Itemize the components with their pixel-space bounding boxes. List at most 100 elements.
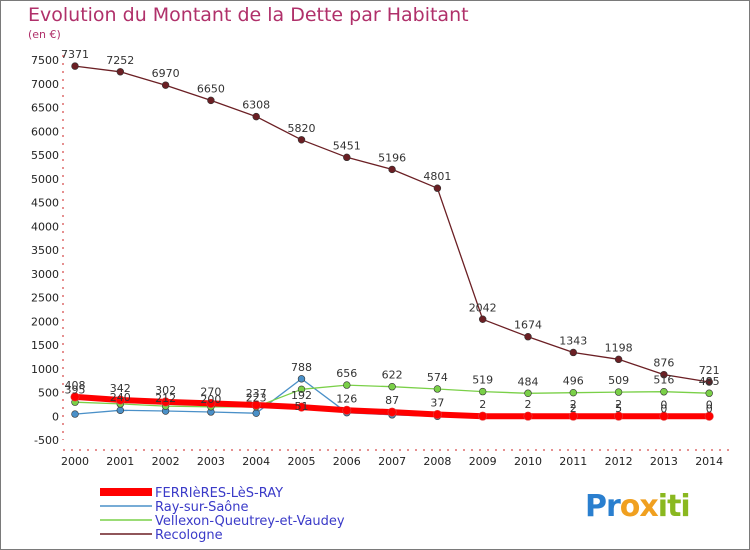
data-label: 200 (200, 393, 221, 406)
x-tick-label: 2008 (423, 455, 451, 468)
data-point (388, 383, 396, 391)
data-point (161, 397, 171, 407)
data-label: 7371 (61, 48, 89, 61)
data-point (433, 385, 442, 393)
data-label: 574 (427, 371, 448, 384)
chart-axes: -500050010001500200025003000350040004500… (31, 54, 730, 468)
data-point (568, 411, 578, 421)
data-point (342, 405, 352, 415)
data-point (387, 407, 397, 417)
data-point (614, 355, 623, 364)
y-tick-label: 6500 (31, 102, 59, 115)
x-tick-label: 2013 (650, 455, 678, 468)
data-label: 519 (472, 374, 493, 387)
data-point (479, 315, 487, 323)
data-label: 223 (246, 392, 267, 405)
x-tick-label: 2014 (695, 455, 723, 468)
data-label: 6970 (152, 67, 180, 80)
data-label: 0 (660, 398, 667, 411)
y-tick-label: 1500 (31, 339, 59, 352)
legend-label: FERRIèRES-LèS-RAY (155, 486, 283, 501)
x-tick-label: 2002 (152, 455, 180, 468)
data-label: 622 (382, 369, 403, 382)
data-label: 126 (336, 392, 357, 405)
x-tick-label: 2006 (333, 455, 361, 468)
data-point (524, 389, 532, 397)
data-label: 5451 (333, 139, 361, 152)
x-tick-label: 2005 (288, 455, 316, 468)
data-label: 212 (155, 392, 176, 405)
logo-letter: t (667, 489, 681, 524)
x-tick-label: 2000 (61, 455, 89, 468)
data-point (116, 406, 125, 415)
data-label: 496 (563, 375, 584, 388)
data-point (71, 410, 79, 418)
data-point (296, 402, 306, 412)
logo-letter: P (585, 489, 607, 524)
logo-letter: i (680, 489, 690, 524)
data-point (251, 400, 261, 410)
data-label: 192 (291, 389, 312, 402)
data-point (614, 388, 623, 396)
y-tick-label: 4500 (31, 197, 59, 210)
x-tick-label: 2004 (242, 455, 270, 468)
logo-letter: i (657, 489, 668, 524)
y-tick-label: 3500 (31, 244, 59, 257)
data-label: 51 (295, 400, 309, 413)
data-point (70, 392, 80, 402)
y-tick-label: 1000 (31, 363, 59, 376)
data-point (207, 96, 215, 105)
data-point (659, 411, 669, 421)
data-point (523, 411, 533, 421)
data-label: 408 (65, 379, 86, 392)
x-tick-label: 2012 (605, 455, 633, 468)
data-point (71, 62, 79, 70)
data-label: 270 (200, 385, 221, 398)
data-label: 5 (615, 402, 622, 415)
y-tick-label: 4000 (31, 220, 59, 233)
data-point (116, 68, 125, 76)
data-point (705, 389, 713, 397)
legend-label: Vellexon-Queutrey-et-Vaudey (155, 514, 345, 529)
data-point (569, 348, 577, 357)
data-point (478, 411, 488, 421)
x-tick-label: 2003 (197, 455, 225, 468)
data-label: 37 (430, 396, 444, 409)
logo-letter: o (619, 489, 641, 524)
y-tick-label: 7000 (31, 78, 59, 91)
data-label: 516 (653, 374, 674, 387)
data-label: 7252 (106, 54, 134, 67)
data-label: 342 (110, 382, 131, 395)
y-tick-label: 2000 (31, 315, 59, 328)
y-tick-label: 7500 (31, 54, 59, 67)
data-label: 1674 (514, 319, 542, 332)
y-tick-label: 500 (38, 387, 59, 400)
legend-label: Recologne (155, 528, 223, 543)
data-point (614, 411, 624, 421)
data-point (252, 409, 260, 417)
data-point (206, 398, 216, 408)
chart-subtitle: (en €) (28, 28, 61, 41)
y-tick-label: 3000 (31, 268, 59, 281)
data-point (252, 112, 260, 121)
data-label: 0 (706, 398, 713, 411)
data-point (115, 395, 125, 405)
x-tick-label: 2009 (469, 455, 497, 468)
data-point (479, 387, 487, 396)
data-label: 395 (65, 383, 86, 396)
data-point (297, 136, 306, 144)
y-tick-label: 6000 (31, 125, 59, 138)
data-point (297, 385, 306, 394)
data-point (433, 184, 442, 192)
chart-legend: FERRIèRES-LèS-RAYRay-sur-SaôneVellexon-Q… (100, 486, 345, 543)
logo-letter: r (606, 489, 621, 524)
data-label: 2 (525, 398, 532, 411)
series-line (74, 65, 710, 383)
data-point (297, 375, 306, 383)
x-tick-label: 2011 (559, 455, 587, 468)
data-label: 656 (336, 367, 357, 380)
series-lines (74, 65, 710, 420)
data-label: 788 (291, 361, 312, 374)
